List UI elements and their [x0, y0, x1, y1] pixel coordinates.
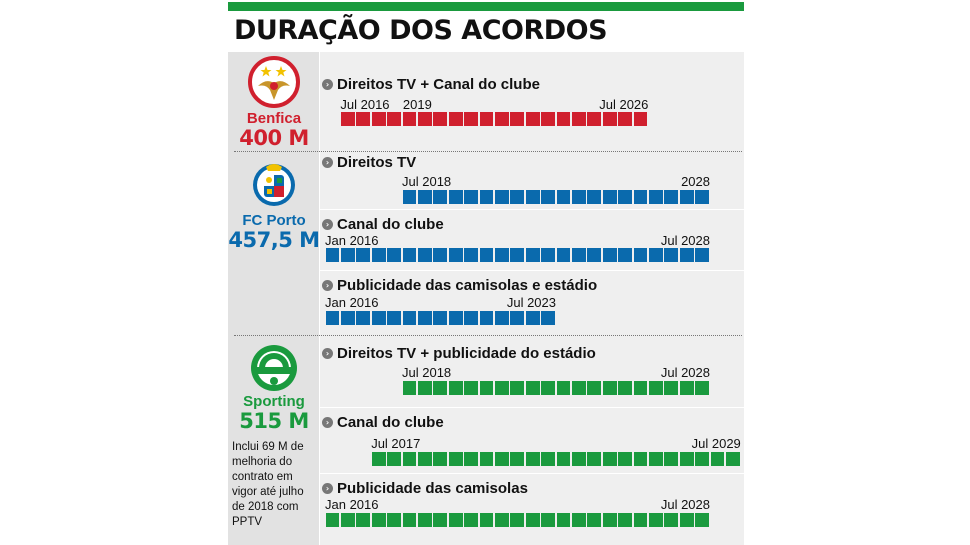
club-amount-benfica: 400 M: [239, 126, 309, 150]
sporting-note: Inclui 69 M de melhoria do contrato em v…: [232, 441, 304, 528]
club-amount-porto: 457,5 M: [228, 228, 320, 252]
club-amount-sporting: 515 M: [239, 409, 309, 433]
row-divider: [320, 270, 744, 271]
row-divider: [320, 407, 744, 408]
club-name-sporting: Sporting: [243, 393, 305, 410]
clubs-column: [228, 52, 320, 545]
row-divider: [320, 209, 744, 210]
column-divider: [319, 52, 320, 545]
sporting-lion-crest-icon: [251, 345, 297, 391]
club-name-porto: FC Porto: [242, 212, 306, 229]
row-divider: [320, 473, 744, 474]
benfica-eagle-crest-icon: [248, 56, 300, 108]
fc-porto-crest-icon: [253, 164, 295, 206]
contracts-column: [320, 52, 744, 545]
club-name-benfica: Benfica: [246, 110, 302, 127]
header-accent-bar: [228, 2, 744, 11]
chart-title: DURAÇÃO DOS ACORDOS: [234, 15, 608, 46]
section-divider-benfica-porto: [234, 151, 742, 152]
section-divider-porto-sporting: [234, 335, 742, 336]
